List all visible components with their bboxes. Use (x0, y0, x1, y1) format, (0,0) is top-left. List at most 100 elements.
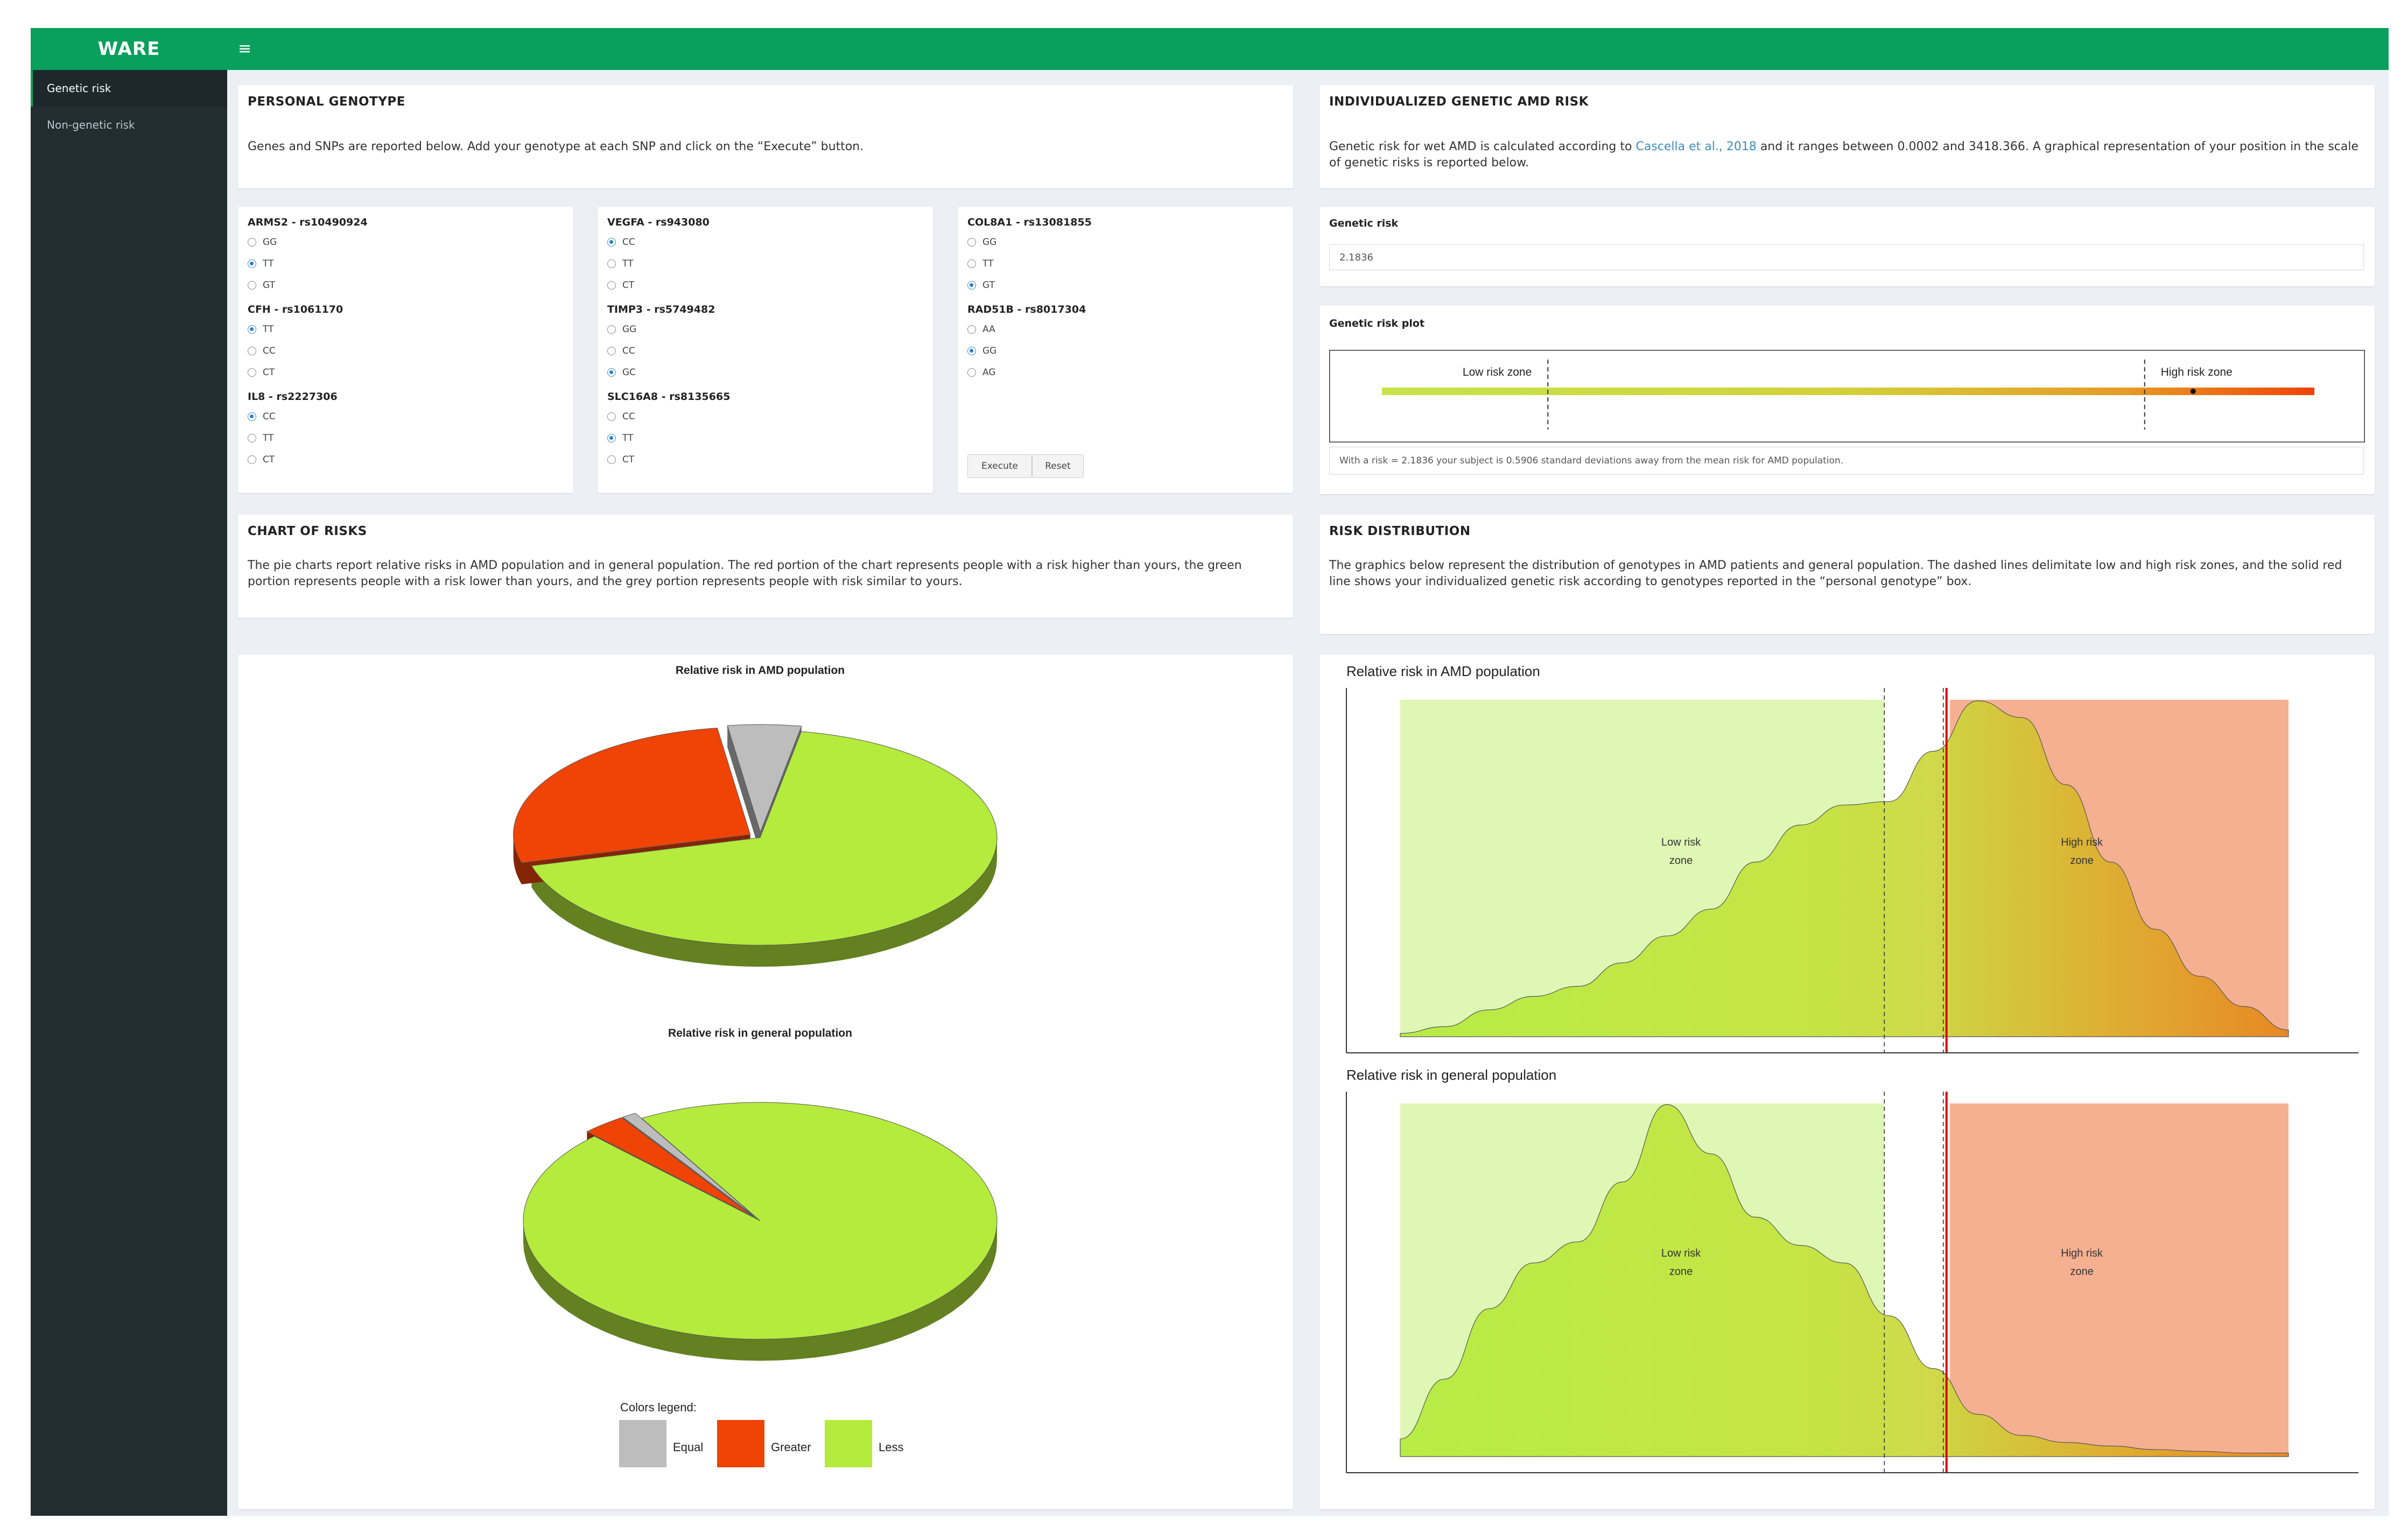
radio-circle-icon[interactable] (248, 259, 256, 268)
genotype-radio-option[interactable]: GG (607, 319, 923, 340)
density-chart-general: Relative risk in general population Low r… (1346, 1067, 2358, 1473)
legend-label-less: Less (879, 1440, 903, 1454)
genotype-option-label: TT (622, 433, 634, 444)
genotype-radio-option[interactable]: TT (248, 319, 564, 340)
genotype-option-label: GG (982, 346, 997, 356)
radio-circle-icon[interactable] (967, 347, 976, 355)
sidebar: WARE Genetic risk Non-genetic risk (31, 28, 227, 1516)
sidebar-item-genetic-risk[interactable]: Genetic risk (31, 70, 227, 107)
density-chart-title: Relative risk in general population (1346, 1067, 1556, 1083)
genotype-option-label: AA (982, 324, 995, 335)
sidebar-item-non-genetic-risk[interactable]: Non-genetic risk (47, 118, 135, 131)
radio-circle-icon[interactable] (967, 238, 976, 247)
low-risk-zone-label: Low risk zone (1463, 366, 1532, 378)
snp-group-list: VEGFA - rs943080 CC TT CT TIMP3 - rs5749482 G… (607, 216, 923, 470)
radio-circle-icon[interactable] (607, 347, 616, 355)
pie-title-amd: Relative risk in AMD population (676, 664, 845, 677)
radio-circle-icon[interactable] (607, 434, 616, 442)
risk-plot-caption: With a risk = 2.1836 your subject is 0.5… (1329, 447, 2364, 475)
cascella-reference-link[interactable]: Cascella et al., 2018 (1635, 140, 1757, 153)
individualized-risk-title: INDIVIDUALIZED GENETIC AMD RISK (1329, 95, 1589, 109)
genotype-radio-option[interactable]: CC (248, 406, 564, 427)
genotype-option-label: CT (622, 280, 635, 291)
risk-scale-svg: Low risk zone High risk zone (1329, 350, 2365, 442)
genotype-radio-option[interactable]: TT (607, 427, 923, 449)
genotype-radio-option[interactable]: GG (248, 231, 564, 253)
risk-scale-frame (1329, 350, 2365, 442)
density-area (1400, 700, 2289, 1037)
genotype-radio-option[interactable]: TT (248, 253, 564, 275)
snp-title: COL8A1 - rs13081855 (967, 216, 1092, 228)
radio-circle-icon[interactable] (248, 368, 256, 377)
genotype-option-label: CT (263, 454, 275, 465)
genotype-option-label: AG (982, 367, 996, 378)
chart-of-risks-title: CHART OF RISKS (248, 524, 367, 538)
reset-button[interactable]: Reset (1032, 454, 1084, 478)
genotype-radio-option[interactable]: CC (607, 406, 923, 427)
radio-circle-icon[interactable] (607, 368, 616, 377)
individualized-text-post: and it ranges between 0.0002 and 3418.36… (1329, 140, 2359, 170)
genotype-option-label: CC (622, 411, 635, 422)
genotype-radio-option[interactable]: CC (607, 340, 923, 362)
genotype-radio-option[interactable]: GC (607, 362, 923, 383)
density-charts-svg: Relative risk in AMD population Low risk z… (1346, 663, 2358, 1473)
radio-circle-icon[interactable] (248, 325, 256, 334)
genotype-radio-option[interactable]: CT (607, 275, 923, 296)
radio-circle-icon[interactable] (248, 281, 256, 290)
genotype-radio-option[interactable]: CC (248, 340, 564, 362)
genetic-risk-field[interactable]: 2.1836 (1329, 244, 2364, 270)
genotype-radio-option[interactable]: CT (248, 449, 564, 470)
snp-column-2: VEGFA - rs943080 CC TT CT TIMP3 - rs5749482 G… (598, 207, 933, 493)
high-risk-zone-label-line1: High risk (2061, 836, 2103, 848)
pie-general (523, 1102, 998, 1361)
radio-circle-icon[interactable] (248, 238, 256, 247)
radio-circle-icon[interactable] (607, 259, 616, 268)
legend-swatch-less (825, 1420, 872, 1467)
radio-circle-icon[interactable] (607, 455, 616, 464)
pie-slice-greater (586, 1117, 753, 1216)
genotype-option-label: GC (622, 367, 636, 378)
radio-circle-icon[interactable] (967, 325, 976, 334)
genotype-option-label: GT (263, 280, 275, 291)
genetic-risk-label: Genetic risk (1329, 217, 1399, 229)
genotype-radio-option[interactable]: GT (248, 275, 564, 296)
genotype-radio-option[interactable]: AA (967, 319, 1283, 340)
genotype-option-label: CT (263, 367, 275, 378)
genotype-radio-option[interactable]: CC (607, 231, 923, 253)
brand-logo[interactable]: WARE (31, 28, 227, 70)
radio-circle-icon[interactable] (607, 281, 616, 290)
radio-circle-icon[interactable] (607, 238, 616, 247)
radio-circle-icon[interactable] (967, 368, 976, 377)
genotype-radio-option[interactable]: TT (967, 253, 1283, 275)
snp-title: SLC16A8 - rs8135665 (607, 391, 731, 403)
genotype-radio-option[interactable]: GT (967, 275, 1283, 296)
high-risk-zone-label: High risk zone (2161, 366, 2233, 378)
genotype-radio-option[interactable]: CT (607, 449, 923, 470)
snp-title: CFH - rs1061170 (248, 304, 343, 315)
radio-circle-icon[interactable] (967, 259, 976, 268)
genotype-radio-option[interactable]: AG (967, 362, 1283, 383)
radio-circle-icon[interactable] (248, 412, 256, 421)
radio-circle-icon[interactable] (607, 325, 616, 334)
genotype-radio-option[interactable]: TT (248, 427, 564, 449)
execute-button[interactable]: Execute (967, 454, 1032, 478)
radio-circle-icon[interactable] (248, 455, 256, 464)
snp-column-1: ARMS2 - rs10490924 GG TT GT CFH - rs1061170 T… (238, 207, 573, 493)
radio-circle-icon[interactable] (248, 434, 256, 442)
genotype-radio-option[interactable]: CT (248, 362, 564, 383)
genotype-radio-option[interactable]: TT (607, 253, 923, 275)
individualized-risk-description: Genetic risk for wet AMD is calculated a… (1329, 139, 2365, 171)
radio-circle-icon[interactable] (607, 412, 616, 421)
pie-amd (513, 724, 998, 967)
pie-charts-box: Relative risk in AMD population Relative… (238, 655, 1293, 1509)
legend-swatch-greater (717, 1420, 764, 1467)
low-risk-zone-label-line2: zone (1669, 1266, 1693, 1278)
radio-circle-icon[interactable] (248, 347, 256, 355)
snp-title: RAD51B - rs8017304 (967, 304, 1086, 315)
low-risk-zone-label-line1: Low risk (1661, 1248, 1701, 1260)
radio-circle-icon[interactable] (967, 281, 976, 290)
individualized-text-pre: Genetic risk for wet AMD is calculated a… (1329, 140, 1636, 153)
hamburger-icon[interactable]: ≡ (238, 39, 252, 58)
genotype-radio-option[interactable]: GG (967, 231, 1283, 253)
genotype-radio-option[interactable]: GG (967, 340, 1283, 362)
